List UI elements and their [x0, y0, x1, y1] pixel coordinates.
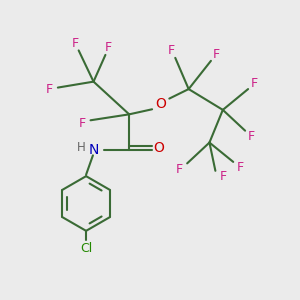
- Text: F: F: [72, 37, 79, 50]
- Text: F: F: [248, 130, 255, 143]
- Text: F: F: [176, 163, 183, 176]
- Text: F: F: [212, 48, 220, 61]
- Text: N: N: [88, 143, 99, 157]
- Text: F: F: [46, 82, 53, 96]
- Text: O: O: [154, 141, 164, 155]
- Text: O: O: [155, 97, 166, 111]
- Text: F: F: [237, 161, 244, 174]
- Text: F: F: [251, 76, 258, 90]
- Text: F: F: [219, 170, 226, 183]
- Text: Cl: Cl: [80, 242, 92, 255]
- Text: H: H: [77, 140, 85, 154]
- Text: F: F: [168, 44, 175, 57]
- Text: F: F: [79, 117, 86, 130]
- Text: F: F: [105, 41, 112, 54]
